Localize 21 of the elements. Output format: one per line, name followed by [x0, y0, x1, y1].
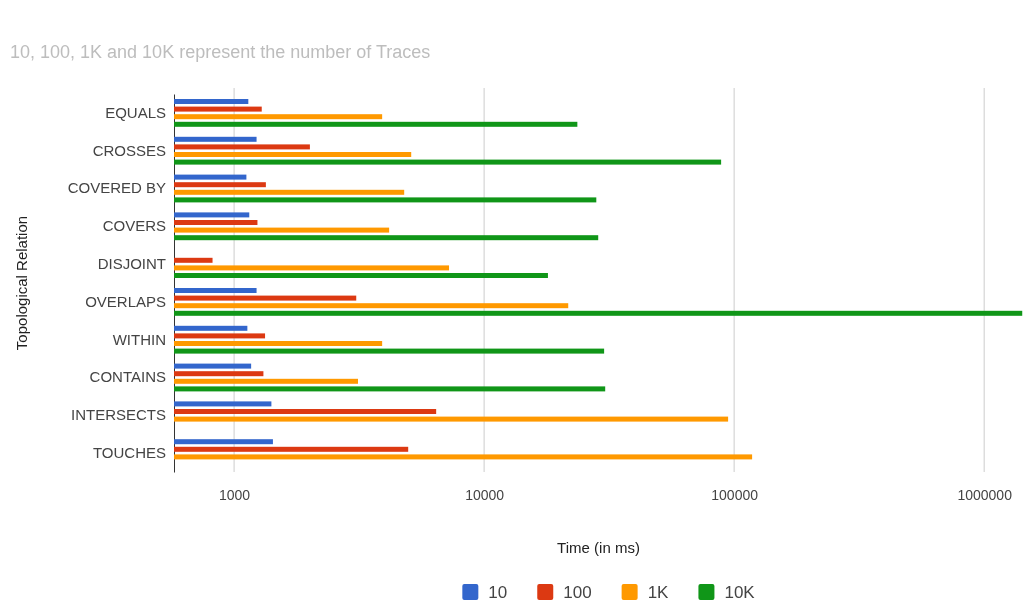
- legend-label: 10: [488, 583, 508, 602]
- y-tick-label: COVERED BY: [67, 179, 166, 197]
- y-tick-label: CONTAINS: [89, 368, 166, 386]
- y-tick-label: COVERS: [102, 217, 166, 235]
- y-tick-label: INTERSECTS: [70, 406, 166, 424]
- y-axis-title: Topological Relation: [13, 215, 30, 351]
- y-tick-label: DISJOINT: [97, 254, 166, 272]
- y-tick-label: TOUCHES: [92, 443, 166, 461]
- x-tick-label: 100000: [711, 486, 759, 503]
- legend-label: 100: [563, 583, 592, 602]
- y-tick-label: EQUALS: [105, 103, 166, 121]
- x-tick-label: 1000: [219, 486, 251, 503]
- y-tick-label: CROSSES: [92, 141, 166, 159]
- x-tick-label: 1000000: [957, 486, 1013, 503]
- y-tick-label: WITHIN: [112, 330, 166, 348]
- chart-subtitle: 10, 100, 1K and 10K represent the number of Traces: [10, 42, 431, 62]
- y-tick-label: OVERLAPS: [85, 292, 166, 310]
- x-axis-title: Time (in ms): [557, 539, 640, 556]
- legend-label: 10K: [724, 583, 756, 602]
- legend-label: 1K: [647, 583, 670, 602]
- x-tick-label: 10000: [465, 486, 505, 503]
